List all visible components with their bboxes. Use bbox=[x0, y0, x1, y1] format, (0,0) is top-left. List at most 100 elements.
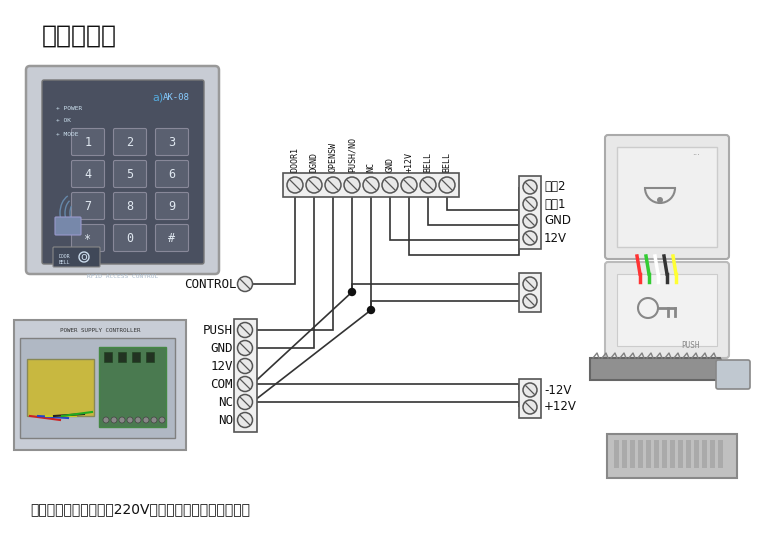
Text: OPENSW: OPENSW bbox=[328, 142, 337, 172]
Text: COM: COM bbox=[211, 378, 233, 390]
Text: o: o bbox=[81, 252, 87, 262]
Circle shape bbox=[523, 197, 537, 211]
FancyBboxPatch shape bbox=[27, 359, 94, 416]
FancyBboxPatch shape bbox=[233, 318, 256, 432]
Circle shape bbox=[111, 417, 117, 423]
FancyBboxPatch shape bbox=[118, 352, 126, 362]
Bar bbox=[622, 440, 627, 468]
Text: CONTROL: CONTROL bbox=[185, 278, 237, 291]
Text: + OK: + OK bbox=[56, 119, 71, 124]
Circle shape bbox=[306, 177, 322, 193]
FancyBboxPatch shape bbox=[53, 247, 100, 267]
Bar bbox=[654, 440, 659, 468]
Circle shape bbox=[237, 340, 252, 355]
Bar bbox=[630, 440, 635, 468]
Text: DOOR: DOOR bbox=[59, 255, 70, 259]
Polygon shape bbox=[590, 358, 730, 380]
Text: 信号2: 信号2 bbox=[544, 180, 565, 193]
Bar bbox=[686, 440, 691, 468]
Text: 3: 3 bbox=[169, 136, 176, 149]
Circle shape bbox=[237, 277, 252, 292]
FancyBboxPatch shape bbox=[156, 224, 188, 251]
FancyBboxPatch shape bbox=[156, 128, 188, 156]
FancyBboxPatch shape bbox=[55, 217, 81, 235]
Text: BELL: BELL bbox=[59, 259, 70, 265]
Text: 安装接线图: 安装接线图 bbox=[42, 24, 117, 48]
Bar bbox=[662, 440, 667, 468]
Bar bbox=[710, 440, 715, 468]
FancyBboxPatch shape bbox=[605, 135, 729, 259]
Text: 8: 8 bbox=[126, 200, 134, 214]
FancyBboxPatch shape bbox=[146, 352, 154, 362]
Text: 12V: 12V bbox=[211, 359, 233, 373]
Text: 注：电源控制器需接入220V，其他配件可用网络线连接: 注：电源控制器需接入220V，其他配件可用网络线连接 bbox=[30, 502, 250, 516]
Circle shape bbox=[349, 288, 356, 295]
FancyBboxPatch shape bbox=[519, 273, 541, 312]
FancyBboxPatch shape bbox=[99, 347, 166, 427]
Text: NC: NC bbox=[366, 162, 375, 172]
Text: 信号1: 信号1 bbox=[544, 198, 565, 211]
Text: 6: 6 bbox=[169, 169, 176, 182]
Bar bbox=[646, 440, 651, 468]
FancyBboxPatch shape bbox=[156, 192, 188, 220]
Circle shape bbox=[523, 180, 537, 194]
Circle shape bbox=[151, 417, 157, 423]
Circle shape bbox=[119, 417, 125, 423]
FancyBboxPatch shape bbox=[605, 262, 729, 358]
Circle shape bbox=[523, 214, 537, 228]
Circle shape bbox=[523, 400, 537, 414]
FancyBboxPatch shape bbox=[26, 66, 219, 274]
Bar bbox=[694, 440, 699, 468]
Text: + POWER: + POWER bbox=[56, 105, 82, 111]
Text: ...: ... bbox=[692, 148, 700, 157]
FancyBboxPatch shape bbox=[113, 128, 147, 156]
Circle shape bbox=[344, 177, 360, 193]
Circle shape bbox=[237, 376, 252, 391]
Bar bbox=[670, 440, 675, 468]
Text: AK-08: AK-08 bbox=[163, 93, 190, 102]
Bar bbox=[702, 440, 707, 468]
FancyBboxPatch shape bbox=[716, 360, 750, 389]
Circle shape bbox=[523, 294, 537, 308]
Circle shape bbox=[127, 417, 133, 423]
Circle shape bbox=[237, 323, 252, 337]
Text: a): a) bbox=[152, 93, 163, 103]
Circle shape bbox=[657, 197, 663, 203]
Circle shape bbox=[523, 277, 537, 291]
Circle shape bbox=[287, 177, 303, 193]
Text: 0: 0 bbox=[126, 233, 134, 245]
Text: NO: NO bbox=[218, 413, 233, 426]
Circle shape bbox=[103, 417, 109, 423]
FancyBboxPatch shape bbox=[71, 128, 104, 156]
Text: 1: 1 bbox=[84, 136, 91, 149]
Text: GND: GND bbox=[544, 214, 571, 228]
Circle shape bbox=[401, 177, 417, 193]
FancyBboxPatch shape bbox=[42, 80, 204, 264]
Circle shape bbox=[159, 417, 165, 423]
FancyBboxPatch shape bbox=[113, 192, 147, 220]
Text: RFID ACCESS CONTROL: RFID ACCESS CONTROL bbox=[87, 273, 159, 279]
Circle shape bbox=[237, 359, 252, 374]
Text: BELL: BELL bbox=[442, 152, 451, 172]
FancyBboxPatch shape bbox=[617, 274, 717, 346]
FancyBboxPatch shape bbox=[71, 224, 104, 251]
Text: PUSH: PUSH bbox=[203, 323, 233, 337]
Text: POWER SUPPLY CONTROLLER: POWER SUPPLY CONTROLLER bbox=[60, 328, 141, 333]
Text: +12V: +12V bbox=[544, 401, 577, 413]
Text: 9: 9 bbox=[169, 200, 176, 214]
Circle shape bbox=[420, 177, 436, 193]
Text: 2: 2 bbox=[126, 136, 134, 149]
Circle shape bbox=[439, 177, 455, 193]
Text: GND: GND bbox=[385, 157, 394, 172]
Text: #: # bbox=[169, 233, 176, 245]
FancyBboxPatch shape bbox=[156, 161, 188, 187]
FancyBboxPatch shape bbox=[132, 352, 140, 362]
Circle shape bbox=[368, 307, 375, 314]
FancyBboxPatch shape bbox=[14, 320, 186, 450]
Bar bbox=[718, 440, 723, 468]
FancyBboxPatch shape bbox=[283, 173, 459, 197]
Text: *: * bbox=[84, 233, 91, 245]
Text: DOOR1: DOOR1 bbox=[290, 147, 299, 172]
FancyBboxPatch shape bbox=[71, 192, 104, 220]
Text: + MODE: + MODE bbox=[56, 132, 78, 136]
